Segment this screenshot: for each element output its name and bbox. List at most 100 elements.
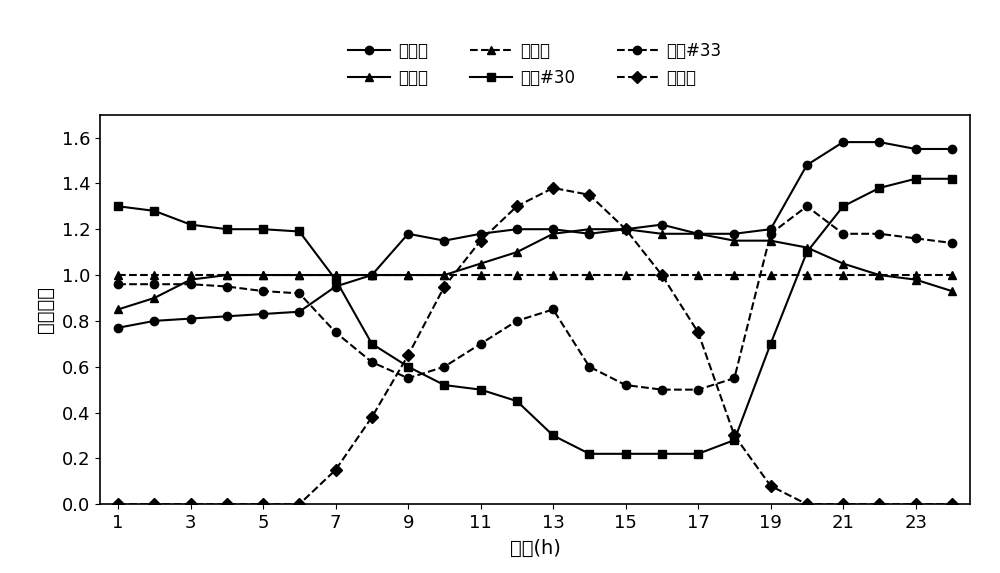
气负荷: [837, 272, 849, 278]
气负荷: [257, 272, 269, 278]
风电#33: [692, 386, 704, 393]
风电#30: [438, 382, 450, 388]
电负荷: [946, 146, 958, 152]
风电#33: [837, 230, 849, 237]
热负荷: [475, 260, 487, 267]
风电#33: [112, 281, 124, 288]
气负荷: [873, 272, 885, 278]
电负荷: [475, 230, 487, 237]
太阳能: [620, 226, 632, 233]
风电#33: [475, 340, 487, 347]
太阳能: [656, 272, 668, 278]
热负荷: [583, 226, 595, 233]
气负荷: [765, 272, 777, 278]
电负荷: [547, 226, 559, 233]
热负荷: [221, 272, 233, 278]
太阳能: [910, 501, 922, 508]
风电#30: [728, 437, 740, 444]
太阳能: [293, 501, 305, 508]
风电#33: [257, 288, 269, 295]
风电#33: [583, 363, 595, 370]
电负荷: [656, 221, 668, 228]
Y-axis label: 相对功率: 相对功率: [36, 286, 55, 333]
电负荷: [583, 230, 595, 237]
X-axis label: 时间(h): 时间(h): [510, 539, 560, 558]
风电#30: [112, 203, 124, 210]
太阳能: [112, 501, 124, 508]
电负荷: [330, 283, 342, 290]
风电#33: [656, 386, 668, 393]
太阳能: [728, 432, 740, 439]
电负荷: [148, 317, 160, 324]
气负荷: [112, 272, 124, 278]
风电#30: [692, 450, 704, 457]
Line: 风电#33: 风电#33: [114, 202, 956, 394]
热负荷: [656, 230, 668, 237]
电负荷: [112, 324, 124, 331]
电负荷: [728, 230, 740, 237]
太阳能: [837, 501, 849, 508]
太阳能: [583, 191, 595, 198]
太阳能: [221, 501, 233, 508]
热负荷: [765, 237, 777, 244]
电负荷: [873, 139, 885, 146]
热负荷: [330, 272, 342, 278]
电负荷: [221, 313, 233, 320]
气负荷: [438, 272, 450, 278]
电负荷: [402, 230, 414, 237]
电负荷: [293, 308, 305, 315]
气负荷: [185, 272, 197, 278]
太阳能: [511, 203, 523, 210]
热负荷: [547, 230, 559, 237]
太阳能: [185, 501, 197, 508]
风电#33: [910, 235, 922, 242]
太阳能: [402, 352, 414, 359]
电负荷: [438, 237, 450, 244]
风电#30: [148, 207, 160, 214]
气负荷: [910, 272, 922, 278]
气负荷: [221, 272, 233, 278]
风电#30: [221, 226, 233, 233]
气负荷: [801, 272, 813, 278]
风电#33: [438, 363, 450, 370]
风电#33: [547, 306, 559, 313]
风电#30: [257, 226, 269, 233]
气负荷: [547, 272, 559, 278]
电负荷: [620, 226, 632, 233]
气负荷: [656, 272, 668, 278]
电负荷: [801, 162, 813, 168]
电负荷: [910, 146, 922, 152]
风电#30: [511, 398, 523, 405]
Line: 太阳能: 太阳能: [114, 184, 956, 508]
气负荷: [692, 272, 704, 278]
热负荷: [620, 226, 632, 233]
气负荷: [620, 272, 632, 278]
风电#33: [511, 317, 523, 324]
风电#33: [765, 230, 777, 237]
Line: 风电#30: 风电#30: [114, 175, 956, 458]
气负荷: [511, 272, 523, 278]
热负荷: [801, 244, 813, 251]
热负荷: [910, 276, 922, 283]
气负荷: [583, 272, 595, 278]
气负荷: [946, 272, 958, 278]
风电#33: [221, 283, 233, 290]
太阳能: [765, 482, 777, 489]
风电#33: [293, 290, 305, 297]
热负荷: [511, 249, 523, 256]
电负荷: [765, 226, 777, 233]
风电#30: [656, 450, 668, 457]
风电#30: [402, 363, 414, 370]
风电#33: [148, 281, 160, 288]
气负荷: [728, 272, 740, 278]
太阳能: [547, 185, 559, 191]
风电#30: [185, 221, 197, 228]
气负荷: [330, 272, 342, 278]
风电#33: [946, 240, 958, 246]
热负荷: [112, 306, 124, 313]
风电#30: [946, 175, 958, 182]
风电#33: [402, 375, 414, 382]
太阳能: [257, 501, 269, 508]
热负荷: [837, 260, 849, 267]
热负荷: [185, 276, 197, 283]
